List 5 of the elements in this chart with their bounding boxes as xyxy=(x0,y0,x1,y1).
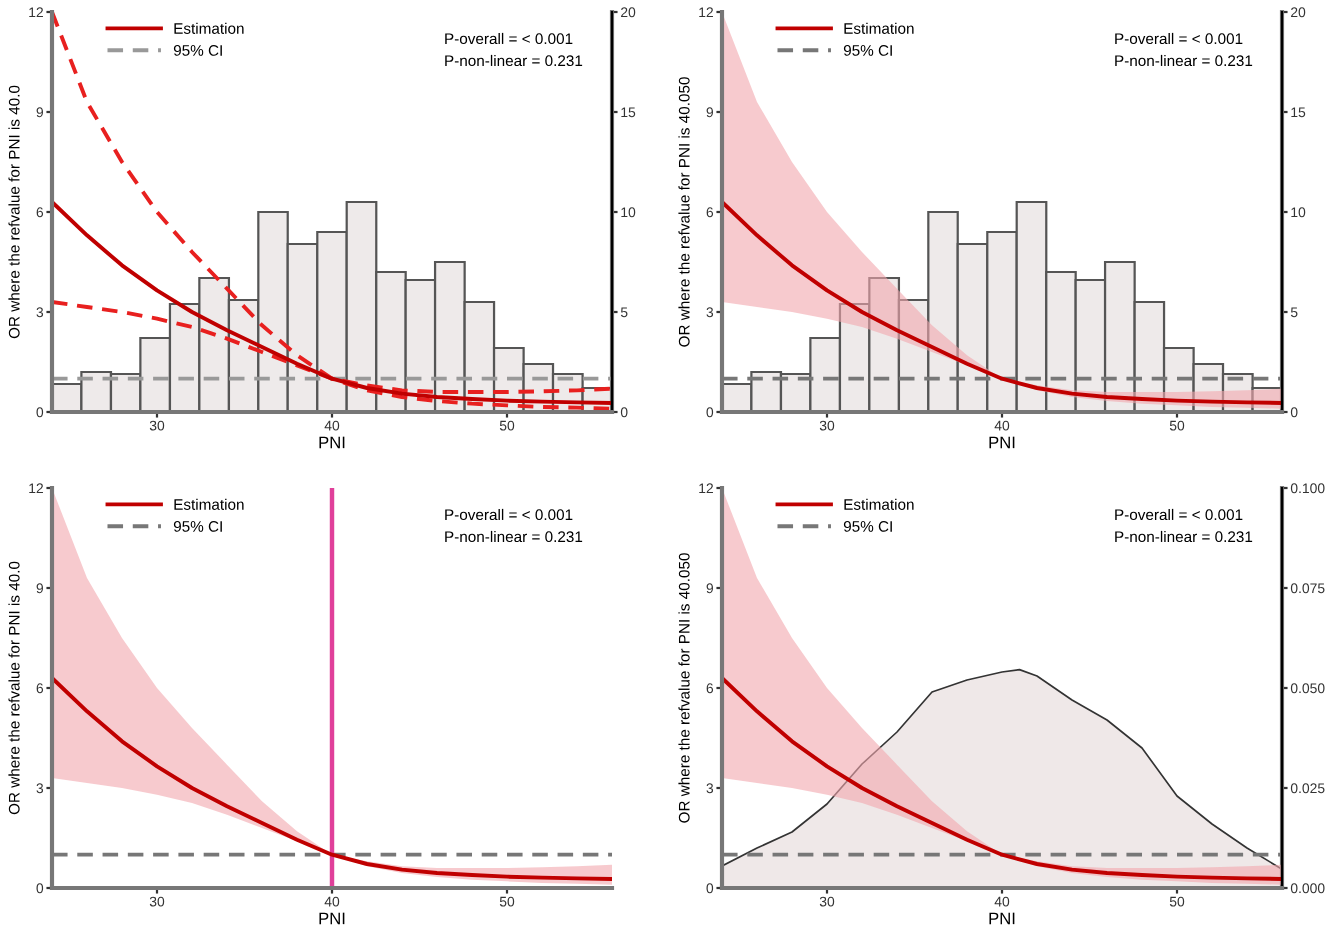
x-axis-title: PNI xyxy=(319,912,345,925)
x-axis-title: PNI xyxy=(989,436,1015,449)
x-axis-title: PNI xyxy=(319,436,345,449)
line-series xyxy=(52,676,612,881)
x-axis-title: PNI xyxy=(989,912,1015,925)
